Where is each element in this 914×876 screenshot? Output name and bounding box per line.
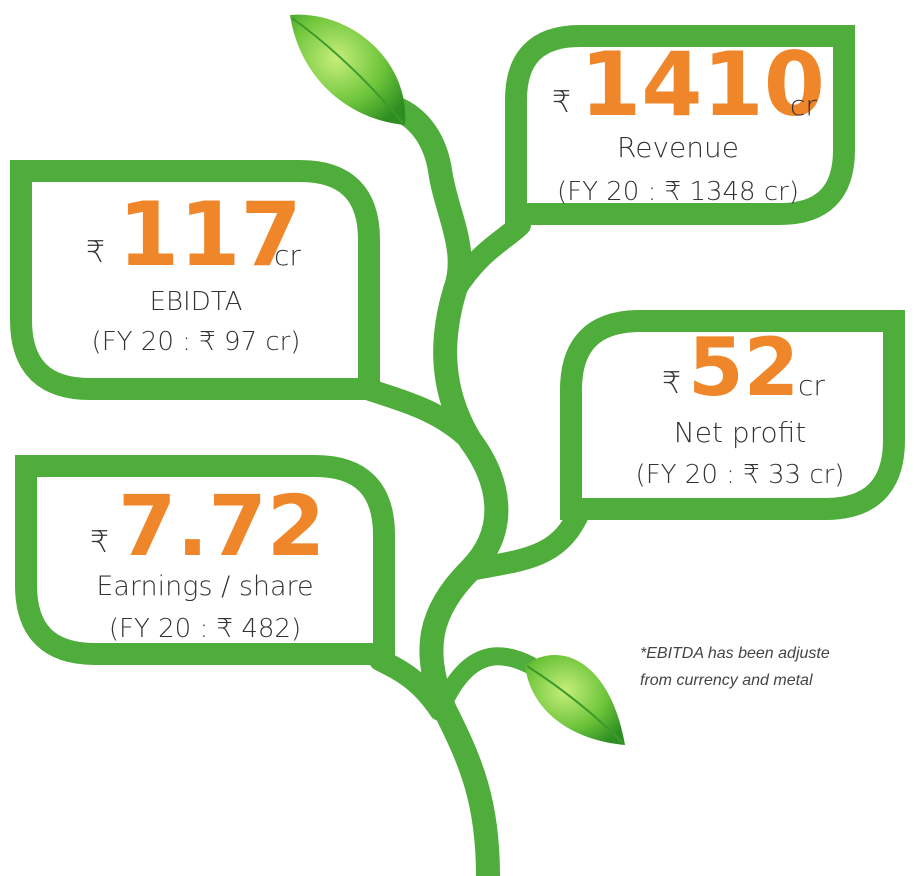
value: 7.72	[118, 477, 325, 575]
footnote: *EBITDA has been adjuste	[640, 645, 830, 662]
unit: cr	[790, 89, 817, 122]
card: ₹ 1410 cr Revenue (FY 20 : ₹ 1348 cr)	[552, 33, 825, 207]
card: ₹ 117 cr EBIDTA (FY 20 : ₹ 97 cr)	[86, 183, 302, 357]
comparison: (FY 20 : ₹ 97 cr)	[92, 327, 301, 357]
comparison: (FY 20 : ₹ 1348 cr)	[557, 177, 799, 207]
infographic: ₹ 1410 cr Revenue (FY 20 : ₹ 1348 cr) ₹ …	[0, 0, 914, 876]
comparison: (FY 20 : ₹ 482)	[109, 614, 301, 644]
unit: cr	[798, 369, 825, 402]
label: Revenue	[617, 131, 739, 164]
label: Net profit	[674, 416, 806, 449]
currency: ₹	[86, 235, 105, 270]
leaf	[290, 15, 405, 125]
currency: ₹	[552, 85, 571, 120]
label: Earnings / share	[96, 571, 313, 602]
card: ₹ 7.72 Earnings / share (FY 20 : ₹ 482)	[90, 477, 325, 644]
leaf	[525, 655, 625, 745]
value: 52	[688, 321, 799, 414]
unit: cr	[274, 239, 301, 272]
currency: ₹	[662, 366, 681, 401]
footnote: from currency and metal	[640, 672, 813, 689]
value: 1410	[580, 33, 825, 136]
currency: ₹	[90, 525, 109, 560]
label: EBIDTA	[150, 287, 243, 317]
comparison: (FY 20 : ₹ 33 cr)	[636, 460, 845, 490]
